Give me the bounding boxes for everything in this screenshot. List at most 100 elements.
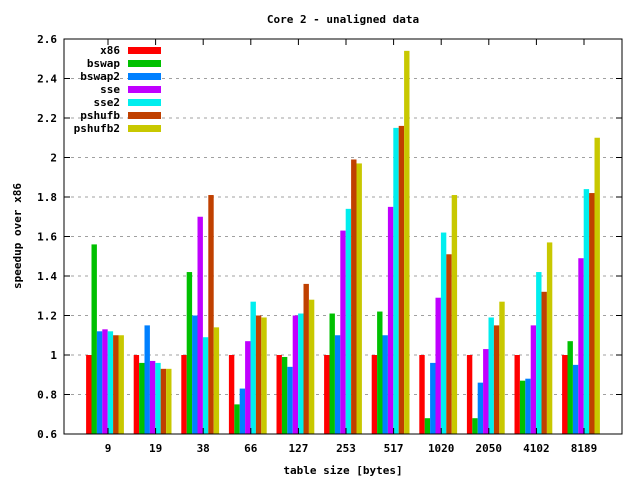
bar-pshufb-66 [255, 315, 262, 434]
bar-sse-253 [340, 230, 346, 434]
bar-sse2-66 [250, 301, 256, 434]
bar-bswap2-517 [382, 335, 388, 434]
x-tick-label: 4102 [523, 442, 550, 455]
bar-bswap2-9 [96, 331, 103, 434]
bar-x86-1020 [419, 355, 425, 434]
bar-x86-4102 [514, 355, 520, 434]
bar-bswap-4102 [519, 380, 526, 434]
bar-x86-127 [276, 355, 282, 434]
y-tick-label: 1.6 [37, 231, 57, 244]
x-tick-label: 66 [244, 442, 258, 455]
bar-sse-9 [102, 329, 108, 434]
bar-sse-2050 [483, 349, 489, 434]
bar-pshufb-517 [398, 125, 405, 435]
bar-sse2-2050 [488, 317, 494, 434]
bar-pshufb-8189 [589, 193, 595, 434]
bar-bswap2-8189 [572, 364, 579, 434]
bar-bswap2-127 [287, 366, 293, 434]
bar-pshufb-19 [160, 368, 167, 434]
bar-pshufb2-8189 [594, 137, 600, 434]
legend-swatch [128, 73, 161, 80]
bar-sse2-38 [202, 337, 209, 434]
bar-sse-127 [292, 315, 299, 434]
legend-label: x86 [100, 44, 120, 57]
bar-sse2-1020 [440, 232, 447, 434]
bars [86, 50, 600, 435]
y-tick-label: 1 [50, 349, 57, 362]
legend-swatch [128, 60, 161, 67]
bar-x86-66 [228, 355, 235, 434]
legend-label: pshufb2 [74, 122, 120, 135]
bar-bswap-253 [329, 313, 335, 434]
bar-sse2-8189 [583, 189, 590, 434]
legend-swatch [128, 86, 161, 93]
bar-bswap-9 [91, 244, 97, 434]
bar-pshufb2-127 [308, 299, 315, 434]
bar-sse-1020 [435, 297, 441, 434]
bar-bswap2-2050 [477, 382, 484, 434]
bar-sse2-517 [393, 127, 399, 434]
bar-bswap2-38 [192, 315, 198, 434]
bar-x86-19 [133, 355, 140, 434]
x-tick-label: 2050 [476, 442, 503, 455]
bar-pshufb-127 [303, 283, 309, 434]
bar-sse-38 [197, 216, 203, 434]
y-tick-label: 1.2 [37, 310, 57, 323]
bar-bswap2-66 [239, 388, 246, 434]
bar-sse2-9 [107, 331, 114, 434]
legend-label: sse [100, 83, 120, 96]
bar-bswap-38 [186, 272, 193, 434]
bar-pshufb2-19 [166, 368, 172, 434]
bar-sse-66 [245, 341, 251, 434]
bar-pshufb2-1020 [451, 195, 458, 434]
x-tick-label: 8189 [571, 442, 598, 455]
y-tick-label: 0.6 [37, 428, 57, 441]
x-tick-label: 1020 [428, 442, 455, 455]
bar-x86-38 [181, 355, 187, 434]
bar-pshufb-4102 [541, 291, 547, 434]
y-tick-label: 2 [50, 152, 57, 165]
bar-pshufb-9 [113, 335, 119, 434]
axes: 0.6 0.8 1 1.2 1.4 1.6 1.8 2 2.2 2.4 2.6 9 19 38 66 127 2… [37, 33, 622, 455]
y-tick-label: 2.2 [37, 112, 57, 125]
bar-sse2-127 [298, 313, 304, 434]
bar-bswap-1020 [424, 418, 431, 434]
bar-pshufb2-9 [118, 335, 124, 434]
bar-sse-19 [149, 360, 156, 434]
y-tick-label: 1.4 [37, 270, 57, 283]
y-axis-label: speedup over x86 [11, 183, 24, 289]
bar-bswap2-19 [144, 325, 150, 434]
x-tick-label: 127 [288, 442, 308, 455]
bar-pshufb2-38 [213, 327, 220, 434]
bar-pshufb2-66 [261, 317, 267, 434]
legend-swatch [128, 99, 161, 106]
bar-sse2-19 [155, 362, 161, 434]
bar-sse2-253 [345, 208, 352, 434]
y-tick-label: 2.6 [37, 33, 57, 46]
x-tick-label: 9 [105, 442, 112, 455]
bar-bswap-127 [281, 356, 288, 434]
bar-x86-2050 [466, 355, 473, 434]
y-tick-label: 2.4 [37, 73, 57, 86]
bar-bswap-2050 [472, 418, 478, 434]
bar-x86-8189 [562, 355, 568, 434]
legend-label: bswap2 [80, 70, 120, 83]
bar-bswap-517 [377, 311, 383, 434]
bar-pshufb-2050 [493, 325, 500, 434]
x-tick-label: 38 [197, 442, 210, 455]
bar-x86-517 [371, 355, 378, 434]
bar-sse-517 [387, 206, 394, 434]
legend-swatch [128, 47, 161, 54]
bar-bswap-66 [234, 404, 240, 434]
bar-bswap2-1020 [430, 362, 436, 434]
bar-x86-9 [86, 355, 92, 434]
bar-pshufb-253 [351, 159, 357, 434]
chart-title: Core 2 - unaligned data [267, 13, 419, 26]
y-tick-label: 0.8 [37, 389, 57, 402]
bar-pshufb2-253 [356, 163, 362, 435]
legend-label: bswap [87, 57, 120, 70]
bar-bswap2-253 [334, 335, 341, 434]
legend-swatch [128, 112, 161, 119]
